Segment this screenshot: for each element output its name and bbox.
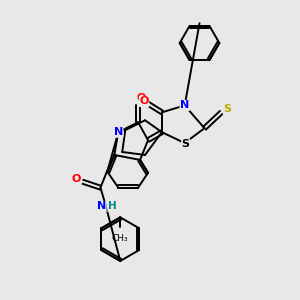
Text: O: O: [136, 94, 146, 103]
Text: S: S: [182, 139, 190, 149]
Text: O: O: [72, 174, 81, 184]
Text: N: N: [97, 202, 106, 212]
Text: N: N: [180, 100, 189, 110]
Text: CH₃: CH₃: [112, 234, 129, 243]
Text: H: H: [108, 202, 117, 212]
Text: O: O: [140, 97, 149, 106]
Text: S: S: [223, 104, 231, 114]
Text: N: N: [114, 127, 123, 137]
